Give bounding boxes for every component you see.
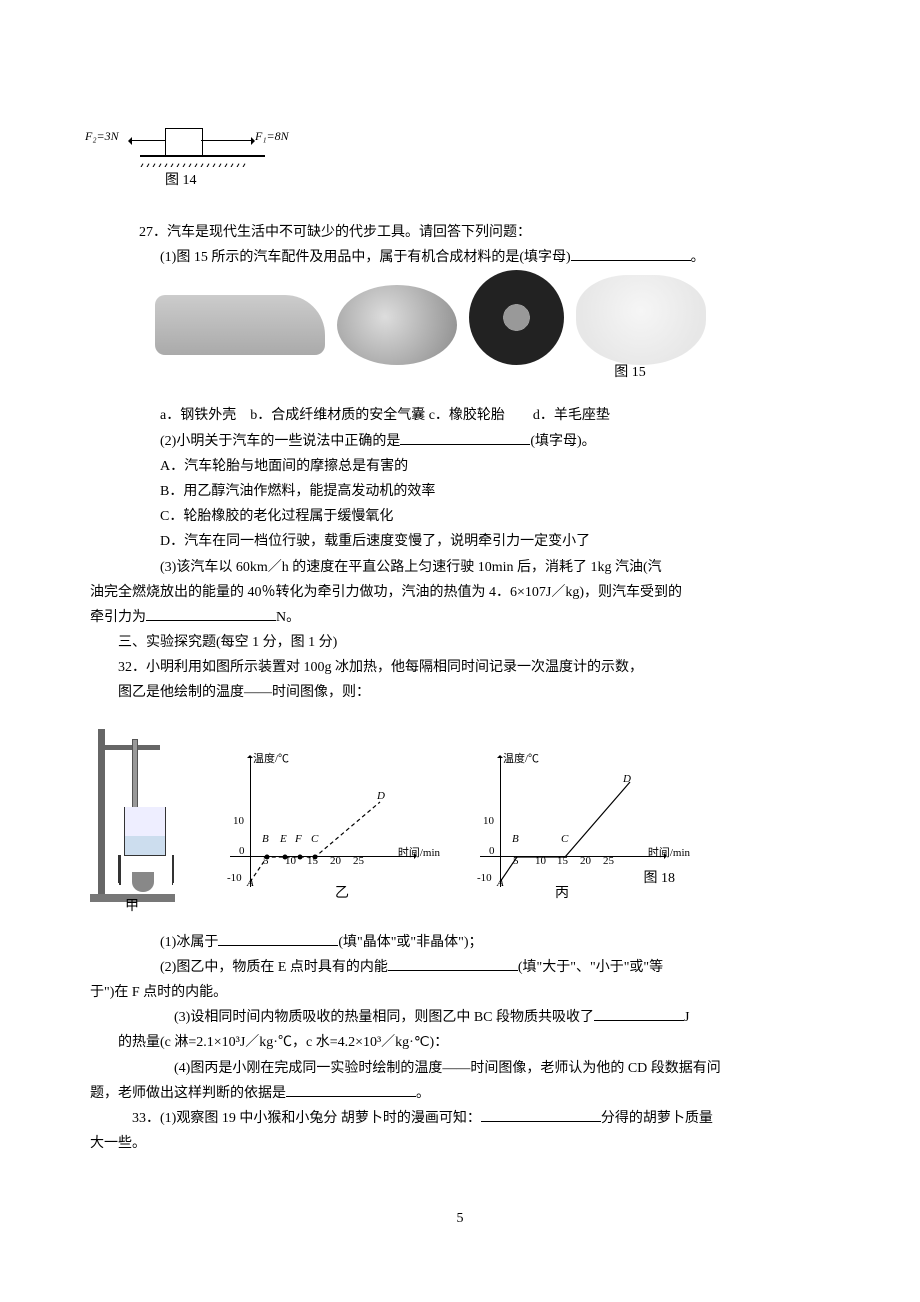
graph-yi: 温度/℃ 时间/min 10 0 -10 5 10 15 20 25 B E F… <box>205 752 430 902</box>
q32-stem-2: 图乙是他绘制的温度——时间图像，则： <box>90 680 830 705</box>
figure-15-caption: 图 15 <box>614 365 646 380</box>
q27-p1-end: 。 <box>691 250 705 265</box>
q33-line2: 大一些。 <box>90 1131 830 1156</box>
figure-15: 图 15 <box>155 270 725 365</box>
figure-18: 甲 温度/℃ 时间/min 10 0 -10 5 10 15 20 25 B E… <box>90 712 710 902</box>
q27-part1: (1)图 15 所示的汽车配件及用品中，属于有机合成材料的是(填字母) 。 <box>90 245 830 270</box>
block-shape <box>165 128 203 156</box>
fig15-car-image <box>155 295 325 355</box>
fig15-wool-image <box>576 275 706 365</box>
figure-18-caption: 图 18 <box>644 866 676 891</box>
graph-bing: 温度/℃ 时间/min 10 0 -10 5 10 15 20 25 B C D… <box>455 752 680 902</box>
q32-stem-1: 32．小明利用如图所示装置对 100g 冰加热，他每隔相同时间记录一次温度计的示… <box>90 655 830 680</box>
q27-p1-text: (1)图 15 所示的汽车配件及用品中，属于有机合成材料的是(填字母) <box>160 250 571 265</box>
blank-3 <box>146 606 276 621</box>
fig15-airbag-image <box>337 285 457 365</box>
caption-jia: 甲 <box>125 894 139 919</box>
page-number: 5 <box>90 1206 830 1231</box>
apparatus-diagram: 甲 <box>90 727 180 902</box>
q27-part3-line3: 牵引力为 N。 <box>90 605 830 630</box>
q27-choice-a: A．汽车轮胎与地面间的摩擦总是有害的 <box>90 454 830 479</box>
q32-part2-line2: 于")在 F 点时的内能。 <box>90 980 830 1005</box>
blank-2 <box>400 430 530 445</box>
q27-choice-b: B．用乙醇汽油作燃料，能提高发动机的效率 <box>90 479 830 504</box>
q27-p2-end: (填字母)。 <box>530 434 595 449</box>
fig15-tire-image <box>469 270 564 365</box>
caption-bing: 丙 <box>555 881 569 906</box>
q32-part2-line1: (2)图乙中，物质在 E 点时具有的内能(填"大于"、"小于"或"等 <box>90 955 830 980</box>
q27-p3c-b: N。 <box>276 610 300 625</box>
q27-part2: (2)小明关于汽车的一些说法中正确的是 (填字母)。 <box>90 429 830 454</box>
section-3-heading: 三、实验探究题(每空 1 分，图 1 分) <box>90 630 830 655</box>
blank-8 <box>481 1107 601 1122</box>
blank-6 <box>594 1006 684 1021</box>
blank-7 <box>286 1082 416 1097</box>
q27-part3-line2: 油完全燃烧放出的能量的 40％转化为牵引力做功，汽油的热值为 4．6×107J／… <box>90 580 830 605</box>
q27-choice-c: C．轮胎橡胶的老化过程属于缓慢氧化 <box>90 504 830 529</box>
force-f2-label: F₂=3N <box>85 126 119 148</box>
q33-line1: 33．(1)观察图 19 中小猴和小兔分 胡萝卜时的漫画可知：分得的胡萝卜质量 <box>90 1106 830 1131</box>
q32-part3-line1: (3)设相同时间内物质吸收的热量相同，则图乙中 BC 段物质共吸收了J <box>90 1005 830 1030</box>
q32-part3-line2: 的热量(c 淋=2.1×10³J／kg·℃，c 水=4.2×10³／kg·℃)： <box>90 1030 830 1055</box>
arrow-left <box>130 140 165 141</box>
q32-part4-line1: (4)图丙是小刚在完成同一实验时绘制的温度——时间图像，老师认为他的 CD 段数… <box>90 1056 830 1081</box>
blank-1 <box>571 246 691 261</box>
q32-part1: (1)冰属于(填"晶体"或"非晶体")； <box>90 930 830 955</box>
figure-14-caption: 图 14 <box>165 168 197 193</box>
q27-stem: 27．汽车是现代生活中不可缺少的代步工具。请回答下列问题： <box>90 220 830 245</box>
q27-part3-line1: (3)该汽车以 60km／h 的速度在平直公路上匀速行驶 10min 后，消耗了… <box>90 555 830 580</box>
q27-p3c-a: 牵引力为 <box>90 610 146 625</box>
blank-5 <box>388 956 518 971</box>
caption-yi: 乙 <box>335 881 349 906</box>
figure-14: F₂=3N F₁=8N 图 14 <box>95 120 830 190</box>
arrow-right <box>201 140 253 141</box>
q27-p2-text: (2)小明关于汽车的一些说法中正确的是 <box>160 434 400 449</box>
q27-options-abcd: a．钢铁外壳 b．合成纤维材质的安全气囊 c．橡胶轮胎 d．羊毛座垫 <box>90 403 830 428</box>
q27-choice-d: D．汽车在同一档位行驶，载重后速度变慢了，说明牵引力一定变小了 <box>90 529 830 554</box>
ground-hatching <box>140 157 265 167</box>
force-f1-label: F₁=8N <box>255 126 289 148</box>
blank-4 <box>218 931 338 946</box>
q32-part4-line2: 题，老师做出这样判断的依据是。 <box>90 1081 830 1106</box>
graph-yi-line <box>205 752 430 902</box>
